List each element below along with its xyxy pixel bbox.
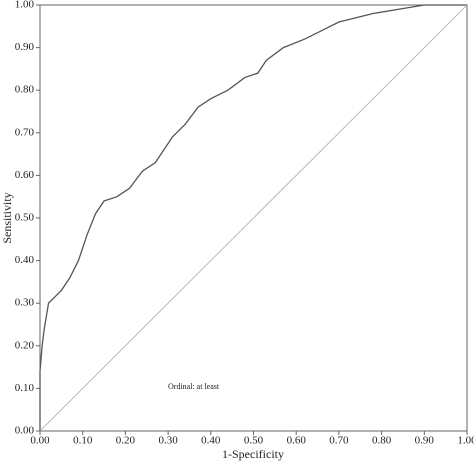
x-tick-label: 0.50: [244, 435, 264, 447]
x-tick-label: 0.70: [329, 435, 349, 447]
y-tick-label: 0.60: [15, 169, 35, 181]
y-axis-title: Sensitivity: [0, 192, 14, 243]
x-axis-title: 1-Specificity: [222, 447, 284, 461]
y-tick-label: 0.10: [15, 382, 35, 394]
y-tick-label: 0.20: [15, 339, 35, 351]
reference-line: [39, 4, 468, 432]
y-tick-label: 0.90: [15, 41, 35, 53]
y-tick-label: 0.70: [15, 126, 35, 138]
x-tick-label: 0.60: [287, 435, 307, 447]
y-tick-label: 1.00: [15, 0, 35, 11]
x-tick-label: 0.40: [201, 435, 221, 447]
y-tick-label: 0.30: [15, 297, 35, 309]
annotation: Ordinal: at least: [168, 382, 220, 391]
y-tick-label: 0.00: [15, 425, 35, 437]
y-tick-label: 0.40: [15, 254, 35, 266]
x-tick-label: 0.20: [116, 435, 136, 447]
x-tick-label: 1.00: [457, 435, 474, 447]
x-tick-label: 0.80: [372, 435, 392, 447]
x-tick-label: 0.30: [158, 435, 178, 447]
y-tick-label: 0.50: [15, 212, 35, 224]
roc-curve: [39, 4, 467, 431]
x-tick-label: 0.90: [415, 435, 435, 447]
x-tick-label: 0.10: [73, 435, 93, 447]
x-tick-label: 0.00: [30, 435, 50, 447]
y-tick-label: 0.80: [15, 84, 35, 96]
